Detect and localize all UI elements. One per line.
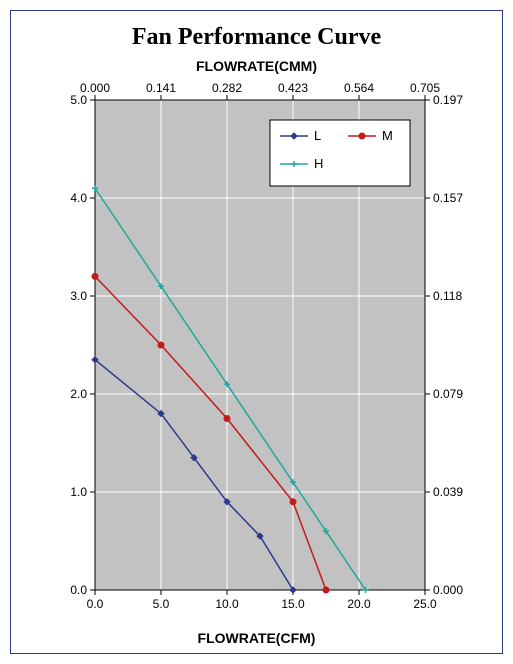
y-left-tick-label: 4.0 xyxy=(70,191,87,205)
y-right-tick-label: 0.157 xyxy=(433,191,463,205)
x-bottom-tick-label: 5.0 xyxy=(153,597,170,611)
x-top-tick-label: 0.141 xyxy=(146,81,176,95)
x-bottom-tick-label: 10.0 xyxy=(215,597,239,611)
legend-label: H xyxy=(314,156,323,171)
x-top-tick-label: 0.282 xyxy=(212,81,242,95)
x-bottom-tick-label: 25.0 xyxy=(413,597,437,611)
marker-circle xyxy=(92,273,98,279)
y-right-tick-label: 0.079 xyxy=(433,387,463,401)
y-right-tick-label: 0.118 xyxy=(433,289,462,303)
x-top-tick-label: 0.564 xyxy=(344,81,374,95)
x-bottom-tick-label: 15.0 xyxy=(281,597,305,611)
y-left-tick-label: 3.0 xyxy=(70,289,87,303)
legend-label: L xyxy=(314,128,321,143)
x-bottom-tick-label: 0.0 xyxy=(87,597,104,611)
y-left-tick-label: 1.0 xyxy=(70,485,87,499)
plot-svg: 0.0 5.0 10.0 15.0 20.0 25.00.000 0.141 0.282 0.4… xyxy=(0,0,513,664)
marker-circle xyxy=(323,587,329,593)
y-right-tick-label: 0.000 xyxy=(433,583,463,597)
marker-circle xyxy=(359,133,365,139)
legend-label: M xyxy=(382,128,393,143)
chart-frame: Fan Performance Curve FLOWRATE(CMM) FLOW… xyxy=(0,0,513,664)
x-top-tick-label: 0.423 xyxy=(278,81,308,95)
x-bottom-tick-label: 20.0 xyxy=(347,597,371,611)
y-right-tick-label: 0.197 xyxy=(433,93,463,107)
y-left-tick-label: 0.0 xyxy=(70,583,87,597)
marker-circle xyxy=(158,342,164,348)
y-left-tick-label: 2.0 xyxy=(70,387,87,401)
marker-circle xyxy=(290,499,296,505)
y-left-tick-label: 5.0 xyxy=(70,93,87,107)
marker-circle xyxy=(224,416,230,422)
y-right-tick-label: 0.039 xyxy=(433,485,463,499)
